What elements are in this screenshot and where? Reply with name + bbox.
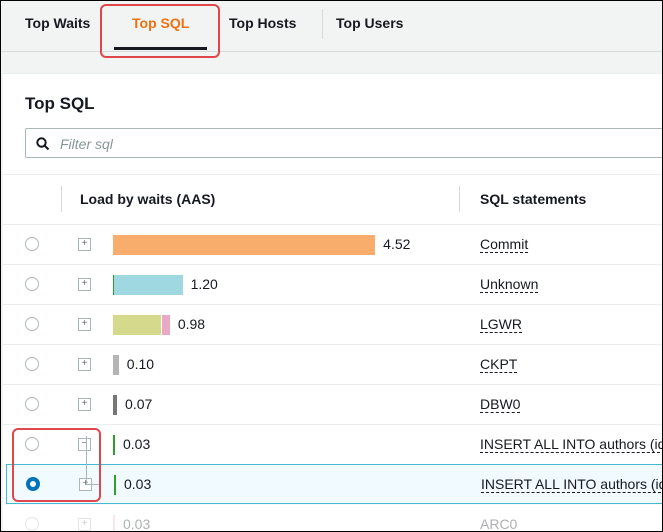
sql-statement[interactable]: CKPT: [480, 356, 518, 373]
radio-button[interactable]: [26, 477, 40, 491]
tab-separator: [322, 9, 323, 39]
radio-button[interactable]: [25, 357, 39, 371]
search-icon: [36, 137, 50, 151]
filter-placeholder: Filter sql: [60, 136, 113, 152]
filter-input[interactable]: Filter sql: [25, 128, 662, 158]
table-row[interactable]: +0.98 LGWR: [3, 304, 662, 344]
bar-segment: [113, 275, 114, 295]
load-value: 0.03: [124, 476, 152, 492]
expand-toggle[interactable]: +: [78, 278, 91, 291]
table-row[interactable]: +0.10 CKPT: [3, 344, 662, 384]
load-value: 4.52: [383, 236, 411, 252]
expand-toggle[interactable]: +: [78, 518, 91, 531]
load-value: 0.03: [123, 516, 151, 532]
load-value: 1.20: [190, 276, 218, 292]
header-border: [3, 174, 662, 175]
load-bar: [113, 275, 183, 295]
radio-button[interactable]: [25, 397, 39, 411]
radio-button[interactable]: [25, 317, 39, 331]
expand-toggle[interactable]: +: [78, 398, 91, 411]
load-bar: [113, 355, 119, 375]
sql-statement[interactable]: LGWR: [480, 316, 522, 333]
sql-statement[interactable]: DBW0: [480, 396, 521, 413]
radio-button[interactable]: [25, 517, 39, 531]
load-bar: [113, 395, 118, 415]
sql-statement[interactable]: Unknown: [480, 276, 539, 293]
load-bar: [113, 315, 170, 335]
radio-button[interactable]: [25, 437, 39, 451]
highlight: [12, 428, 101, 502]
tab[interactable]: Top Users: [336, 15, 404, 31]
expand-toggle[interactable]: +: [78, 238, 91, 251]
table-row[interactable]: +0.07 DBW0: [3, 384, 662, 424]
table-row[interactable]: +1.20 Unknown: [3, 264, 662, 304]
load-bar: [114, 475, 116, 495]
col-sep: [61, 186, 62, 212]
radio-button[interactable]: [25, 237, 39, 251]
tab-divider: [1, 51, 662, 52]
panel: Top SQL Filter sql Load by waits (AAS) S…: [3, 73, 662, 532]
table-row[interactable]: +0.03 ARC0: [3, 504, 662, 532]
expand-toggle[interactable]: +: [78, 318, 91, 331]
col-sep: [459, 186, 460, 212]
panel-title: Top SQL: [25, 94, 95, 113]
active-tab-underline: [114, 47, 207, 50]
expand-toggle[interactable]: +: [78, 358, 91, 371]
column-header: Load by waits (AAS): [80, 191, 216, 207]
sql-statement[interactable]: Commit: [480, 236, 529, 253]
load-bar: [113, 235, 376, 255]
load-value: 0.98: [177, 316, 206, 332]
tab[interactable]: Top SQL: [132, 15, 190, 31]
tab[interactable]: Top Waits: [25, 15, 91, 31]
radio-button[interactable]: [25, 277, 39, 291]
load-value: 0.10: [126, 356, 155, 372]
expand-toggle[interactable]: −: [78, 438, 91, 451]
load-value: 0.07: [125, 396, 153, 412]
table-row[interactable]: − 0.03 INSERT ALL INTO authors (id: [3, 424, 662, 464]
load-bar: [113, 435, 115, 455]
load-value: 0.03: [123, 436, 151, 452]
sql-statement[interactable]: INSERT ALL INTO authors (id: [481, 476, 662, 493]
bar-segment: [160, 315, 170, 335]
table-row[interactable]: +4.52 Commit: [3, 224, 662, 264]
sql-statement[interactable]: INSERT ALL INTO authors (id: [480, 436, 662, 453]
column-header: SQL statements: [480, 191, 587, 207]
tree-line: [86, 484, 100, 485]
tab[interactable]: Top Hosts: [229, 15, 297, 31]
table-row[interactable]: +0.03 INSERT ALL INTO authors (id: [6, 464, 662, 504]
sql-statement[interactable]: ARC0: [480, 516, 518, 532]
expand-toggle[interactable]: +: [79, 478, 92, 491]
load-bar: [113, 515, 115, 531]
tree-line: [86, 436, 87, 484]
highlight: [100, 4, 220, 58]
